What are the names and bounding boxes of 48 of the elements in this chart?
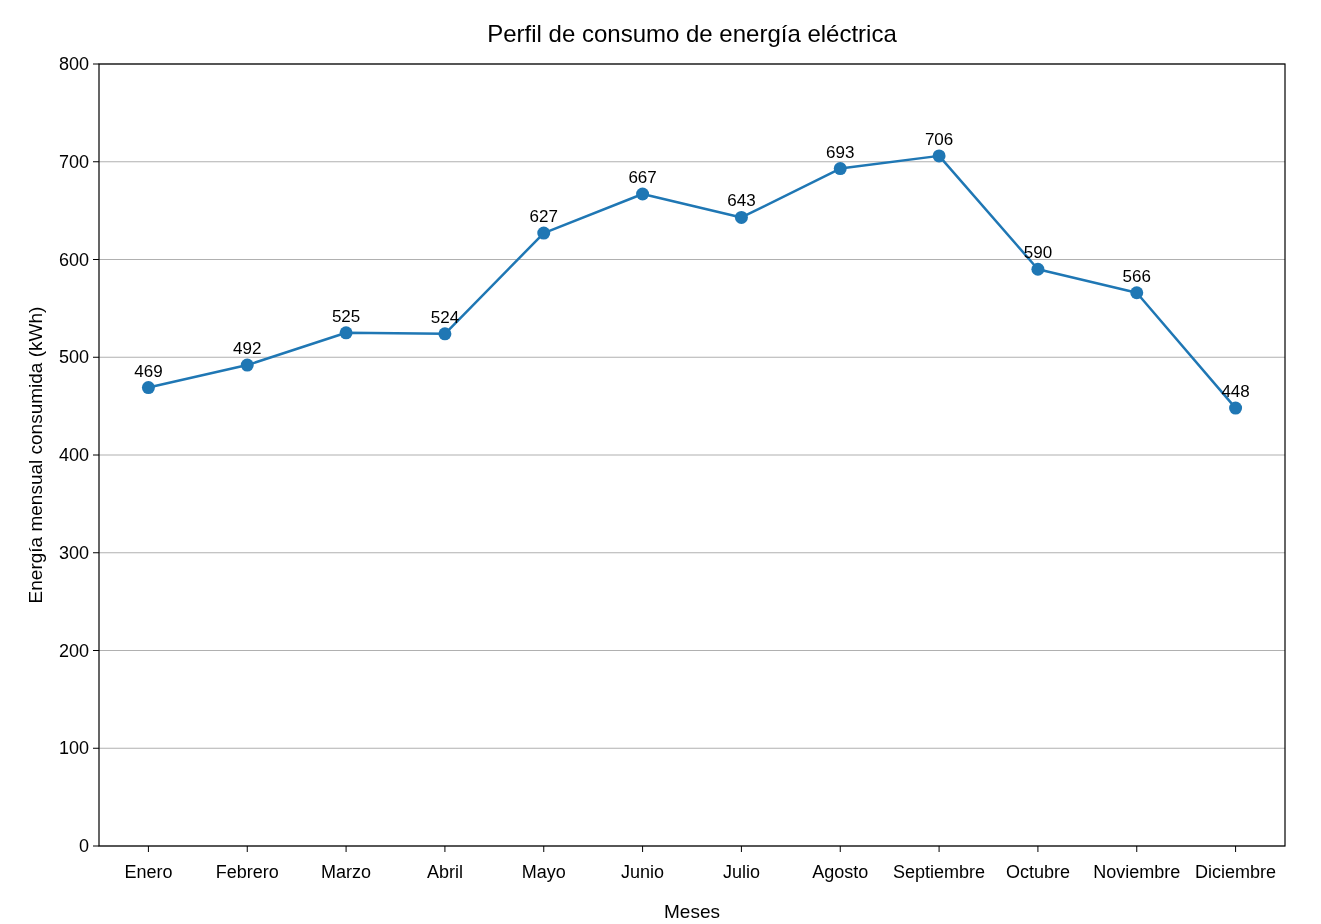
data-label: 566 — [1122, 266, 1151, 286]
data-label: 643 — [727, 191, 756, 211]
point — [1031, 262, 1045, 276]
point — [537, 226, 551, 240]
point — [734, 210, 748, 224]
data-label: 706 — [924, 129, 954, 149]
y-axis-title: Energía mensual consumida (kWh) — [25, 306, 46, 604]
y-tick-label: 300 — [58, 542, 89, 563]
point — [1229, 401, 1243, 415]
data-label: 469 — [134, 361, 163, 381]
point — [1130, 286, 1144, 300]
x-tick-label: Enero — [124, 862, 173, 882]
y-tick-label: 100 — [58, 738, 89, 759]
x-tick-label: Marzo — [321, 862, 372, 882]
x-tick-label: Julio — [722, 862, 760, 882]
data-label: 525 — [331, 306, 361, 326]
data-label: 627 — [529, 207, 558, 227]
point — [833, 162, 847, 176]
data-label: 667 — [628, 168, 657, 188]
y-tick-label: 500 — [58, 347, 89, 368]
x-tick-label: Noviembre — [1093, 862, 1181, 882]
y-tick-label: 200 — [58, 640, 89, 661]
data-label: 492 — [233, 339, 262, 359]
x-tick-label: Abril — [426, 862, 463, 882]
x-tick-label: Mayo — [521, 862, 566, 882]
data-label: 448 — [1221, 382, 1250, 402]
y-tick-label: 600 — [58, 249, 89, 270]
chart-title: Perfil de consumo de energía eléctrica — [487, 20, 898, 47]
x-tick-label: Diciembre — [1195, 862, 1277, 882]
point — [240, 358, 254, 372]
point — [636, 187, 650, 201]
x-tick-label: Septiembre — [893, 862, 986, 882]
x-tick-label: Junio — [621, 862, 665, 882]
point — [438, 327, 452, 341]
point — [339, 326, 353, 340]
point — [141, 381, 155, 395]
y-tick-label: 0 — [78, 836, 89, 856]
y-tick-label: 800 — [58, 54, 89, 74]
y-tick-label: 400 — [58, 445, 89, 465]
data-label: 524 — [430, 307, 460, 327]
point — [932, 149, 946, 163]
x-tick-label: Octubre — [1005, 862, 1070, 882]
data-label: 590 — [1023, 243, 1053, 263]
y-tick-label: 700 — [58, 151, 89, 172]
data-label: 693 — [826, 142, 855, 162]
x-tick-label: Agosto — [812, 862, 869, 882]
x-tick-label: Febrero — [215, 862, 279, 882]
x-axis-title: Meses — [664, 901, 720, 922]
